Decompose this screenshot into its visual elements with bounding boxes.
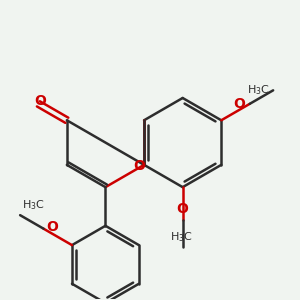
Text: O: O <box>134 159 146 173</box>
Text: O: O <box>233 97 245 111</box>
Text: H$_3$C: H$_3$C <box>170 230 193 244</box>
Text: H$_3$C: H$_3$C <box>22 198 44 212</box>
Text: O: O <box>34 94 46 108</box>
Text: O: O <box>46 220 58 234</box>
Text: H$_3$C: H$_3$C <box>247 83 270 97</box>
Text: O: O <box>177 202 189 215</box>
